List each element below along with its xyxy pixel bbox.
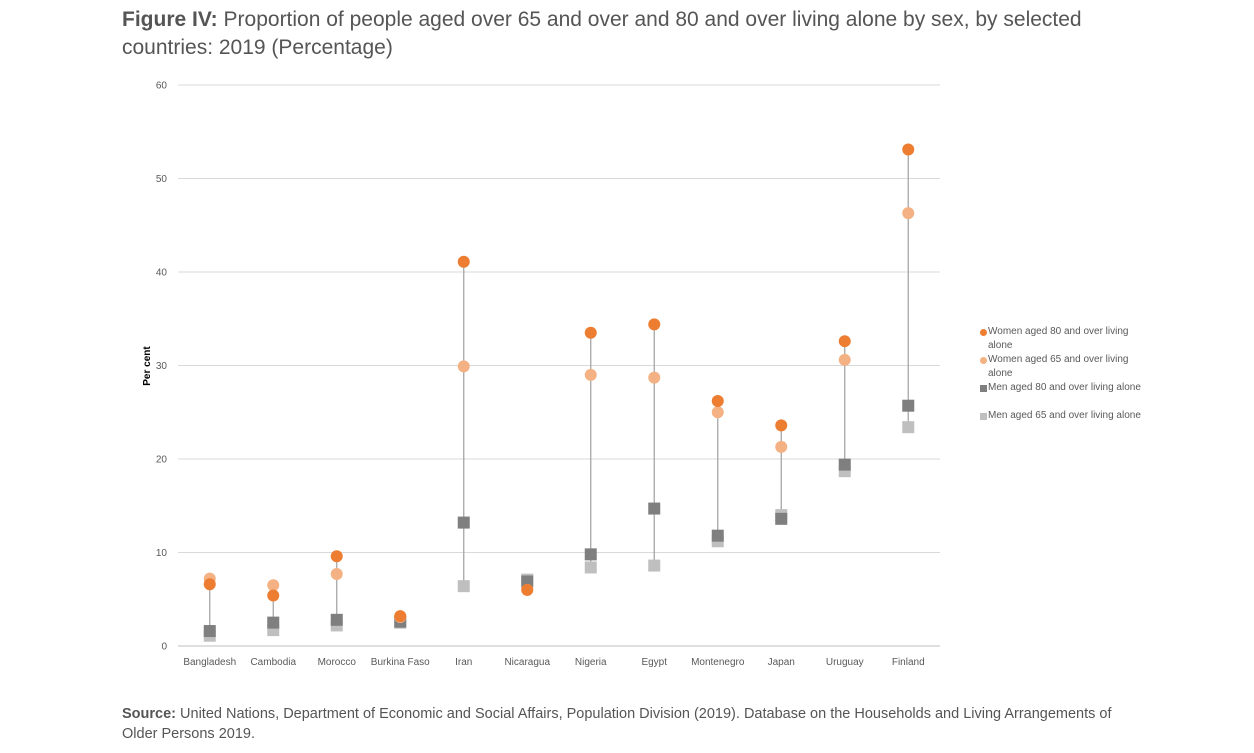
- legend-label: Women aged 80 and over living alone: [988, 326, 1129, 351]
- point-men-aged-65-and-over-living-alone: [648, 559, 661, 572]
- point-women-aged-65-and-over-living-alone: [711, 406, 724, 419]
- legend-label: Men aged 80 and over living alone: [988, 382, 1141, 393]
- y-axis-ticks: 0 10 20 30 40 50 60: [156, 81, 168, 653]
- x-category-label: Egypt: [641, 657, 667, 668]
- y-tick-label: 60: [156, 81, 168, 92]
- gridlines: [178, 84, 940, 647]
- point-men-aged-80-and-over-living-alone: [902, 399, 915, 412]
- point-men-aged-65-and-over-living-alone: [902, 421, 915, 434]
- point-women-aged-80-and-over-living-alone: [775, 419, 788, 432]
- y-tick-label: 50: [156, 174, 168, 185]
- legend-item: Women aged 65 and over living alone: [980, 353, 1155, 381]
- x-axis-categories: Bangladesh Cambodia Morocco Burkina Faso Ira…: [183, 657, 924, 668]
- legend-label: Women aged 65 and over living alone: [988, 354, 1129, 379]
- point-women-aged-80-and-over-living-alone: [394, 610, 407, 623]
- source-label: Source:: [122, 706, 176, 722]
- point-women-aged-65-and-over-living-alone: [775, 440, 788, 453]
- point-women-aged-80-and-over-living-alone: [330, 550, 343, 563]
- point-men-aged-80-and-over-living-alone: [584, 548, 597, 561]
- point-women-aged-65-and-over-living-alone: [330, 568, 343, 581]
- point-men-aged-80-and-over-living-alone: [711, 529, 724, 542]
- range-lines: [209, 149, 909, 636]
- legend-label: Men aged 65 and over living alone: [988, 410, 1141, 421]
- x-category-label: Nicaragua: [504, 657, 550, 668]
- point-men-aged-65-and-over-living-alone: [457, 580, 470, 593]
- point-men-aged-80-and-over-living-alone: [648, 502, 661, 515]
- point-women-aged-65-and-over-living-alone: [584, 368, 597, 381]
- legend-item: Men aged 65 and over living alone: [980, 409, 1155, 437]
- point-women-aged-80-and-over-living-alone: [457, 255, 470, 268]
- point-women-aged-80-and-over-living-alone: [902, 143, 915, 156]
- point-men-aged-80-and-over-living-alone: [330, 613, 343, 626]
- legend-marker: [980, 357, 987, 364]
- point-women-aged-80-and-over-living-alone: [521, 583, 534, 596]
- x-category-label: Finland: [892, 657, 925, 668]
- y-tick-label: 40: [156, 268, 168, 279]
- y-axis-label: Per cent: [142, 346, 153, 386]
- point-men-aged-80-and-over-living-alone: [775, 512, 788, 525]
- point-women-aged-65-and-over-living-alone: [457, 360, 470, 373]
- legend-item: Women aged 80 and over living alone: [980, 325, 1155, 353]
- point-men-aged-80-and-over-living-alone: [838, 458, 851, 471]
- source-note: Source: United Nations, Department of Ec…: [122, 704, 1122, 744]
- data-marks: [203, 143, 915, 642]
- y-tick-label: 30: [156, 361, 168, 372]
- point-women-aged-80-and-over-living-alone: [648, 318, 661, 331]
- point-women-aged-65-and-over-living-alone: [902, 207, 915, 220]
- point-women-aged-65-and-over-living-alone: [648, 371, 661, 384]
- point-women-aged-80-and-over-living-alone: [838, 335, 851, 348]
- x-category-label: Nigeria: [575, 657, 607, 668]
- legend-marker: [980, 413, 987, 420]
- figure-title-text: Proportion of people aged over 65 and ov…: [122, 8, 1082, 59]
- point-men-aged-80-and-over-living-alone: [521, 575, 534, 588]
- point-women-aged-80-and-over-living-alone: [584, 326, 597, 339]
- y-tick-label: 0: [161, 642, 167, 653]
- x-category-label: Uruguay: [826, 657, 864, 668]
- point-men-aged-80-and-over-living-alone: [457, 516, 470, 529]
- figure-label: Figure IV:: [122, 8, 218, 31]
- point-women-aged-80-and-over-living-alone: [203, 578, 216, 591]
- point-men-aged-65-and-over-living-alone: [584, 561, 597, 574]
- point-women-aged-80-and-over-living-alone: [267, 589, 280, 602]
- x-category-label: Japan: [768, 657, 795, 668]
- point-men-aged-80-and-over-living-alone: [267, 616, 280, 629]
- y-tick-label: 10: [156, 548, 168, 559]
- source-text: United Nations, Department of Economic a…: [122, 706, 1112, 742]
- y-tick-label: 20: [156, 455, 168, 466]
- chart-title: Figure IV: Proportion of people aged ove…: [122, 6, 1162, 62]
- x-category-label: Montenegro: [691, 657, 745, 668]
- legend: Women aged 80 and over living alone Women…: [980, 325, 1155, 437]
- point-women-aged-80-and-over-living-alone: [711, 395, 724, 408]
- x-category-label: Burkina Faso: [371, 657, 430, 668]
- x-category-label: Iran: [455, 657, 472, 668]
- point-men-aged-80-and-over-living-alone: [203, 625, 216, 638]
- legend-item: Men aged 80 and over living alone: [980, 381, 1155, 409]
- legend-marker: [980, 385, 987, 392]
- x-category-label: Morocco: [318, 657, 357, 668]
- point-women-aged-65-and-over-living-alone: [267, 579, 280, 592]
- legend-marker: [980, 329, 987, 336]
- point-women-aged-65-and-over-living-alone: [838, 353, 851, 366]
- x-category-label: Bangladesh: [183, 657, 236, 668]
- x-category-label: Cambodia: [250, 657, 296, 668]
